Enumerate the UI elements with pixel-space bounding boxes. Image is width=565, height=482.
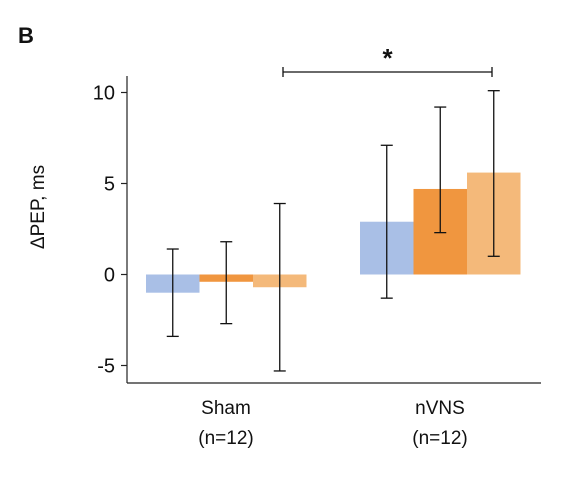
- category-label: nVNS: [415, 398, 465, 419]
- y-axis-label: ΔPEP, ms: [28, 165, 49, 249]
- significance-marker: *: [382, 43, 393, 73]
- y-tick-label: 10: [93, 83, 115, 105]
- plot-area: -5 0 5 10 Sham (n=12) nVNS (n=12) *: [93, 43, 541, 449]
- category-n-label: (n=12): [412, 428, 467, 449]
- y-tick-label: 5: [104, 174, 115, 196]
- y-tick-label: -5: [97, 356, 115, 378]
- panel-label: B: [18, 23, 34, 48]
- y-tick-label: 0: [104, 265, 115, 287]
- category-n-label: (n=12): [198, 428, 253, 449]
- category-label: Sham: [201, 398, 251, 419]
